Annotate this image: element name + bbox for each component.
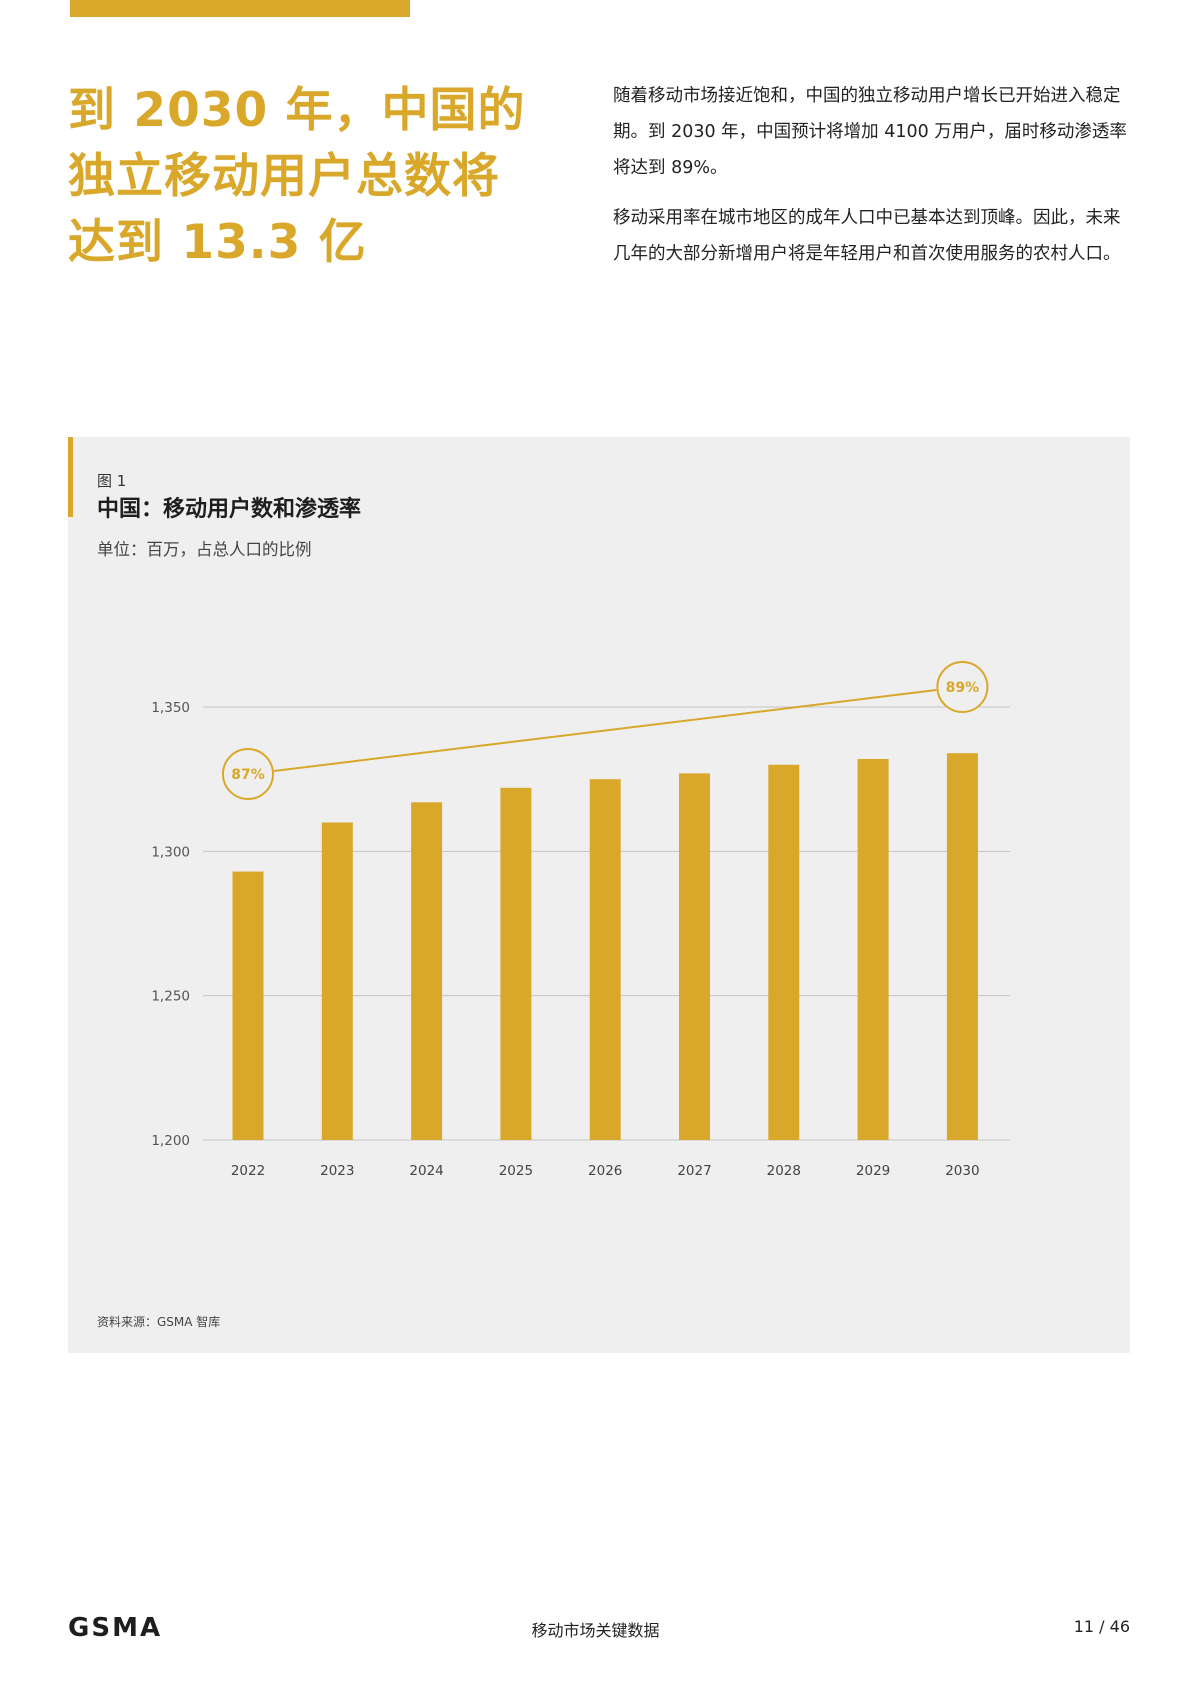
footer-title: 移动市场关键数据	[531, 1621, 660, 1640]
x-tick-label: 2022	[231, 1163, 265, 1179]
bar	[679, 773, 710, 1140]
bar	[411, 802, 443, 1140]
bar-chart: 1,200 1,250 1,300 1,350 2022 2023 2024 2025 2026…	[151, 661, 1010, 1179]
top-accent-bar	[70, 0, 410, 17]
x-tick-label: 2030	[945, 1163, 979, 1179]
bar	[946, 753, 978, 1140]
headline-line: 独立移动用户总数将	[68, 149, 500, 204]
bar	[232, 871, 264, 1140]
figure-label: 图 1	[97, 472, 127, 490]
intro-text: 随着移动市场接近饱和，中国的独立移动用户增长已开始进入稳定期。到 2030 年，…	[613, 78, 1131, 286]
x-tick-label: 2029	[856, 1163, 890, 1179]
figure-panel: 图 1 中国：移动用户数和渗透率 单位：百万，占总人口的比例 1,200 1,25…	[68, 437, 1130, 1353]
page-number: 11 / 46	[1073, 1617, 1130, 1636]
headline-line: 到 2030 年，中国的	[68, 83, 526, 138]
bar	[857, 758, 889, 1140]
y-tick-label: 1,300	[151, 844, 190, 860]
penetration-line	[273, 689, 937, 772]
x-tick-label: 2024	[409, 1163, 443, 1179]
y-tick-label: 1,200	[151, 1133, 190, 1149]
x-tick-label: 2023	[320, 1163, 354, 1179]
y-tick-label: 1,350	[151, 700, 190, 716]
headline-line: 达到 13.3 亿	[68, 215, 367, 270]
x-tick-label: 2027	[677, 1163, 711, 1179]
headline: 到 2030 年，中国的 独立移动用户总数将 达到 13.3 亿	[68, 78, 538, 276]
figure-units: 单位：百万，占总人口的比例	[97, 540, 312, 559]
x-tick-label: 2026	[588, 1163, 622, 1179]
figure-title: 中国：移动用户数和渗透率	[97, 497, 362, 522]
intro-paragraph: 随着移动市场接近饱和，中国的独立移动用户增长已开始进入稳定期。到 2030 年，…	[613, 86, 1127, 178]
penetration-start-circle	[222, 748, 274, 800]
y-tick-label: 1,250	[151, 989, 190, 1005]
penetration-end-circle	[936, 661, 989, 713]
intro-paragraph: 移动采用率在城市地区的成年人口中已基本达到顶峰。因此，未来几年的大部分新增用户将…	[613, 208, 1121, 264]
bar	[500, 787, 532, 1140]
bar	[589, 779, 621, 1140]
figure-accent-bar	[68, 437, 73, 517]
gsma-logo: GSMA	[68, 1613, 163, 1643]
penetration-end-label: 89%	[946, 680, 980, 696]
bar	[768, 764, 800, 1140]
penetration-start-label: 87%	[231, 767, 265, 783]
bar	[321, 822, 353, 1140]
x-tick-label: 2025	[499, 1163, 533, 1179]
figure-source: 资料来源：GSMA 智库	[97, 1315, 221, 1329]
x-tick-label: 2028	[767, 1163, 801, 1179]
